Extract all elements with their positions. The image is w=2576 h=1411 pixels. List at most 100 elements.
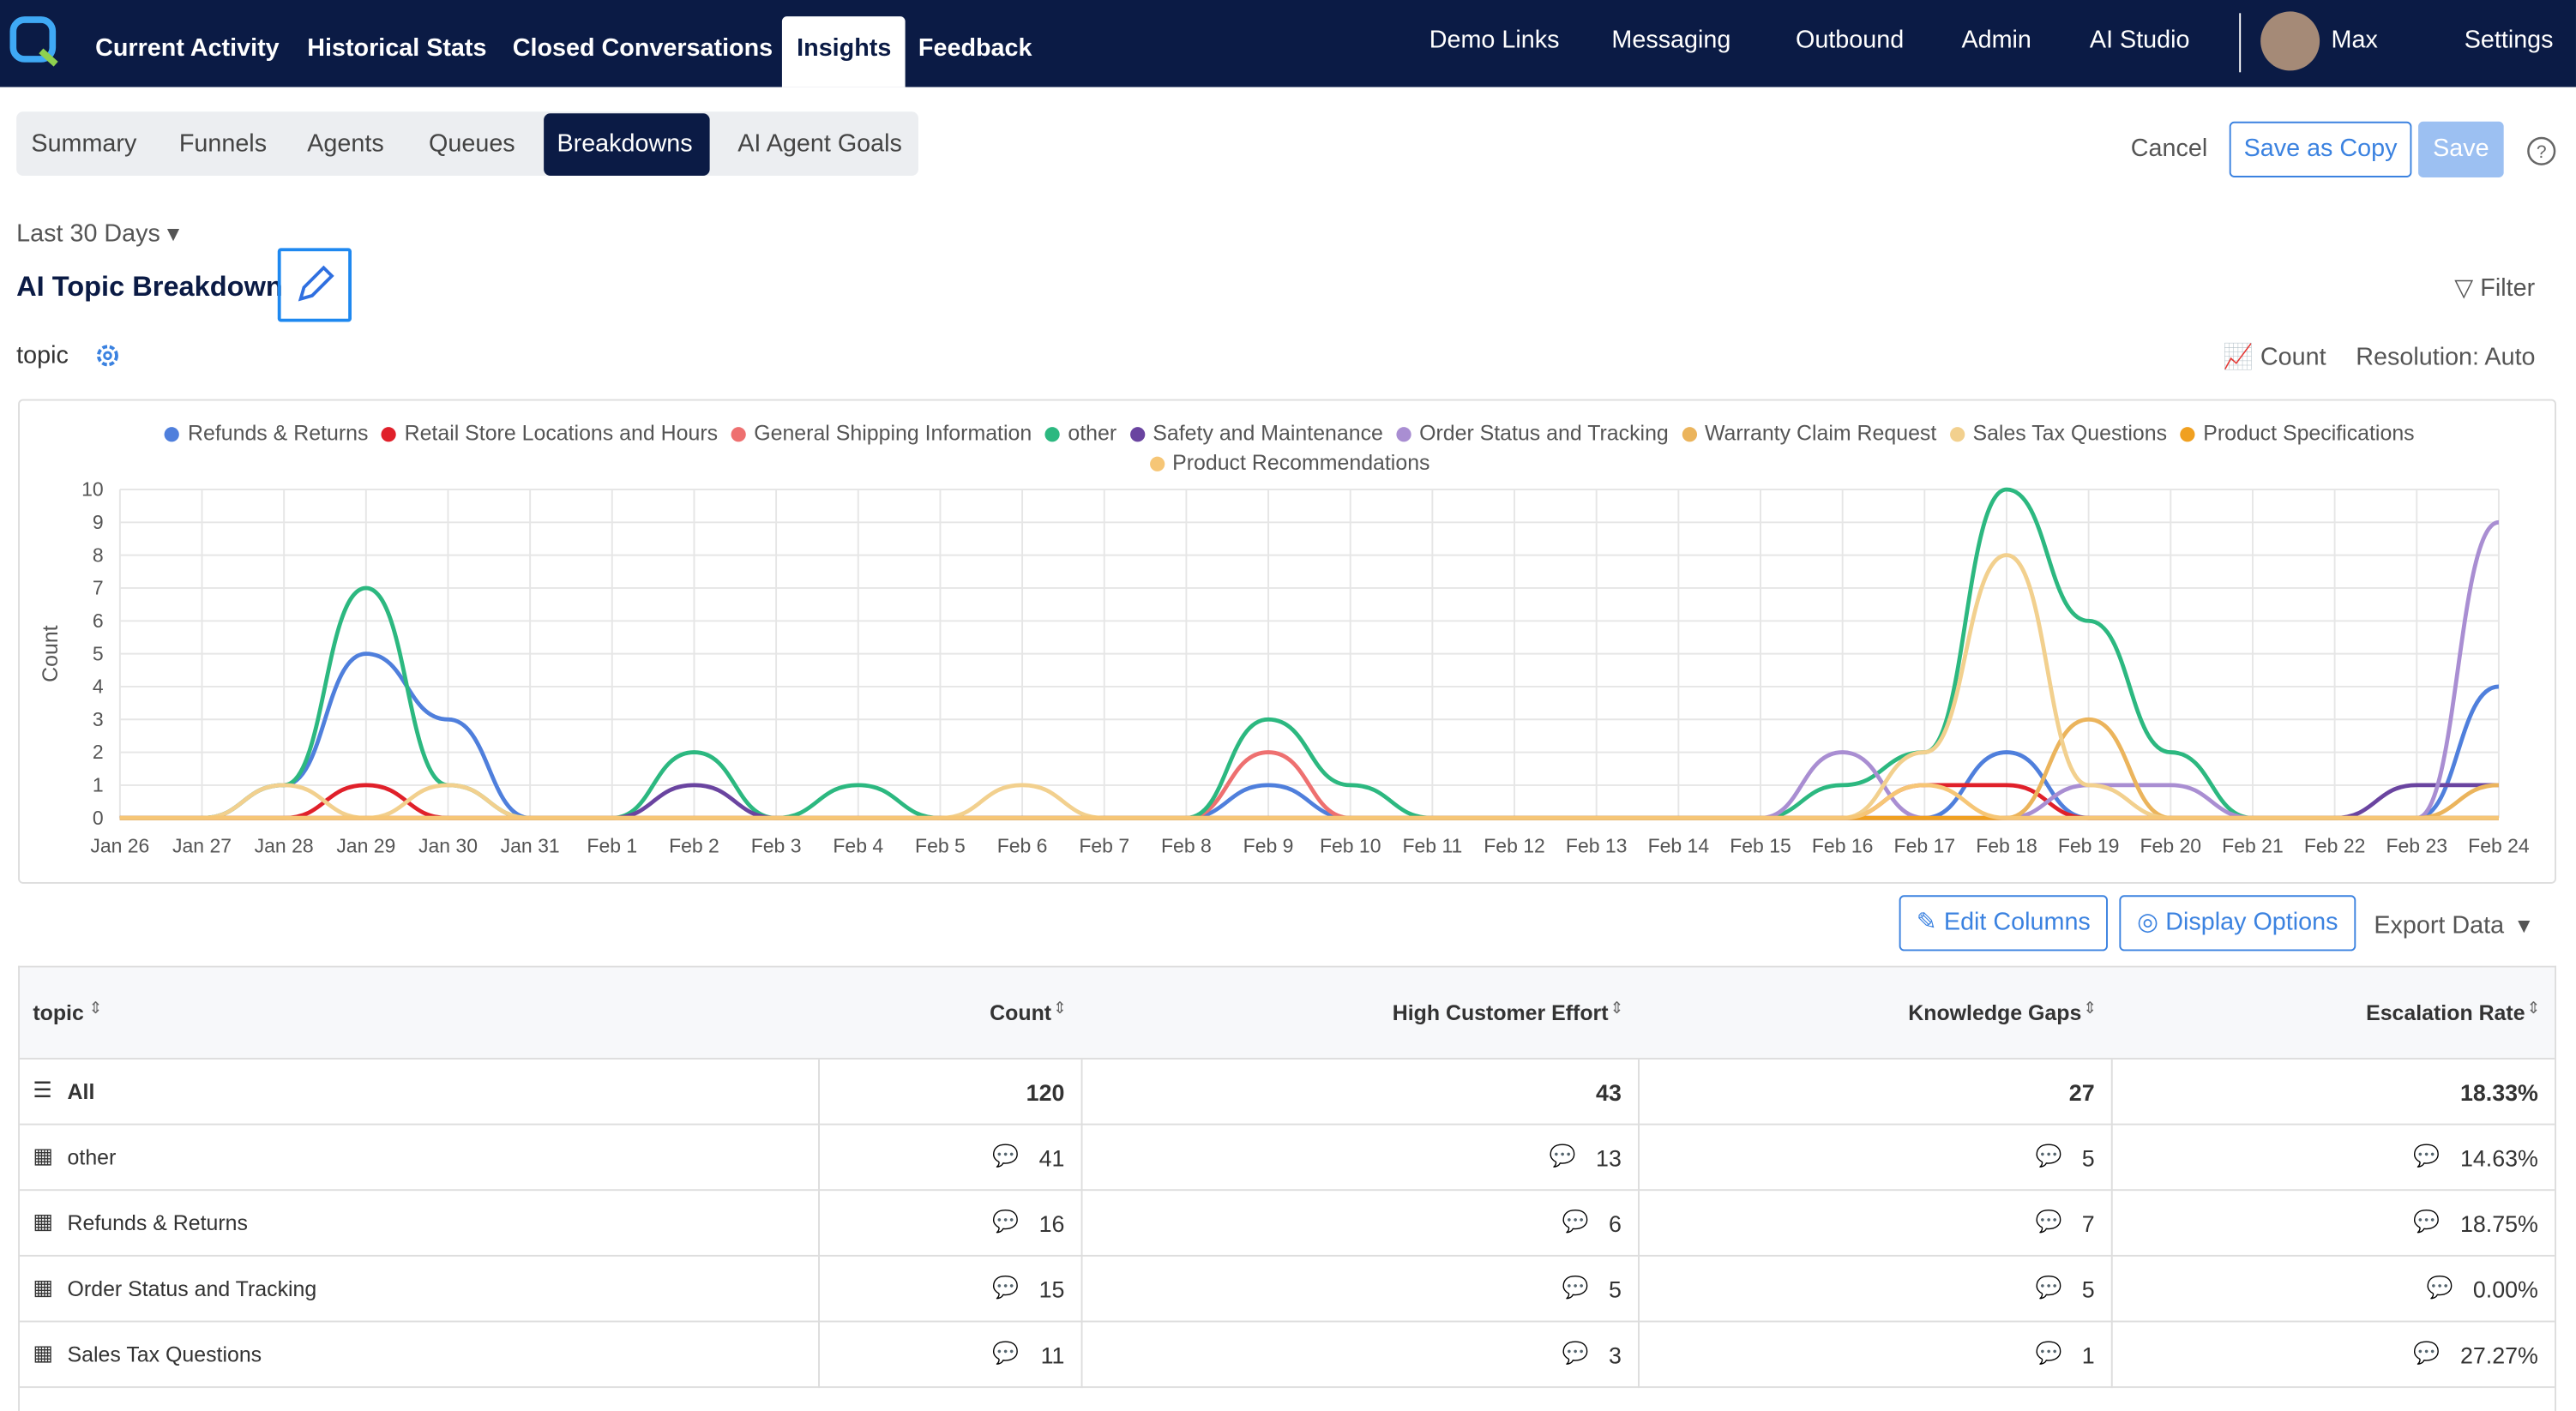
legend-item[interactable]: Safety and Maintenance <box>1129 419 1383 448</box>
chart: Count 0 1 2 3 4 5 6 7 8 9 10 Jan 26 Jan 27 Jan 28 Jan … <box>39 478 2530 857</box>
row-icon: ▦ <box>33 1143 53 1168</box>
legend-label: other <box>1068 420 1117 446</box>
row-icon: ☰ <box>33 1077 52 1102</box>
cell-divider <box>2110 1125 2113 1192</box>
export-button[interactable]: Export Data ▾ <box>2374 911 2531 940</box>
nav-link[interactable]: Outbound <box>1795 26 1905 55</box>
nav-link[interactable]: Messaging <box>1611 26 1731 55</box>
cell-divider <box>2110 1191 2113 1257</box>
column-header[interactable]: High Customer Effort <box>1392 1000 1609 1025</box>
cell-divider <box>1638 1322 1640 1389</box>
chat-icon: 💬 <box>2413 1143 2441 1168</box>
avatar <box>2260 11 2320 71</box>
x-tick-label: Feb 13 <box>1566 834 1628 856</box>
legend-item[interactable]: Order Status and Tracking <box>1396 419 1669 448</box>
x-tick-label: Feb 1 <box>587 834 637 856</box>
tab[interactable]: Queues <box>429 129 515 158</box>
legend-item[interactable]: Product Specifications <box>2180 419 2415 448</box>
legend-dot <box>731 426 746 441</box>
chat-icon: 💬 <box>992 1340 1020 1366</box>
filter-button[interactable]: ▽ Filter <box>2454 273 2536 303</box>
display-options-button[interactable]: ◎ Display Options <box>2119 895 2356 952</box>
save-button[interactable]: Save <box>2418 121 2504 177</box>
legend-label: Retail Store Locations and Hours <box>404 420 719 446</box>
tab[interactable]: AI Agent Goals <box>737 129 902 158</box>
column-header[interactable]: topic <box>33 1000 84 1025</box>
table-cell: 1 <box>2081 1342 2095 1369</box>
x-tick-label: Feb 7 <box>1079 834 1129 856</box>
settings-link[interactable]: Settings <box>2464 26 2554 55</box>
y-tick-label: 9 <box>93 511 104 533</box>
cell-divider <box>1638 1059 1640 1126</box>
chat-icon: 💬 <box>2413 1209 2441 1234</box>
legend-item[interactable]: Refunds & Returns <box>165 419 368 448</box>
nav-link[interactable]: Insights <box>797 34 892 63</box>
help-icon[interactable]: ? <box>2525 135 2558 167</box>
save-copy-button[interactable]: Save as Copy <box>2229 121 2412 177</box>
edit-title-button[interactable] <box>277 248 352 322</box>
table-cell: 27 <box>2068 1078 2095 1106</box>
cancel-button[interactable]: Cancel <box>2130 135 2208 163</box>
table-cell: 13 <box>1596 1144 1622 1172</box>
tab[interactable]: Summary <box>31 129 137 158</box>
nav-link[interactable]: Admin <box>1961 26 2031 55</box>
tab[interactable]: Agents <box>307 129 384 158</box>
cell-divider <box>1080 1125 1083 1192</box>
nav-link[interactable]: AI Studio <box>2089 26 2190 55</box>
x-tick-label: Feb 16 <box>1812 834 1874 856</box>
edit-columns-label: Edit Columns <box>1943 908 2091 937</box>
row-label[interactable]: Order Status and Tracking <box>67 1276 317 1301</box>
legend-dot <box>1044 426 1060 441</box>
x-tick-label: Feb 15 <box>1730 834 1791 856</box>
nav-link[interactable]: Current Activity <box>95 34 280 63</box>
legend-item[interactable]: other <box>1044 419 1117 448</box>
legend-dot <box>1396 426 1411 441</box>
row-label[interactable]: Refunds & Returns <box>67 1210 248 1235</box>
logo <box>9 16 58 67</box>
nav-link[interactable]: Feedback <box>918 34 1032 63</box>
column-header[interactable]: Escalation Rate <box>2366 1000 2525 1025</box>
cell-divider <box>2110 1256 2113 1323</box>
chat-icon: 💬 <box>992 1274 1020 1300</box>
tab[interactable]: Funnels <box>178 129 268 158</box>
group-settings-icon[interactable] <box>93 342 122 370</box>
date-range[interactable]: Last 30 Days ▾ <box>16 219 180 249</box>
legend-item[interactable]: Warranty Claim Request <box>1682 419 1936 448</box>
user-menu[interactable]: Max <box>2331 26 2378 55</box>
display-options-label: Display Options <box>2165 908 2338 937</box>
legend-label: Sales Tax Questions <box>1972 420 2168 446</box>
edit-columns-button[interactable]: ✎ Edit Columns <box>1899 895 2108 952</box>
column-header[interactable]: Knowledge Gaps <box>1908 1000 2082 1025</box>
column-header[interactable]: Count <box>990 1000 1052 1025</box>
chat-icon: 💬 <box>992 1209 1020 1234</box>
legend-item[interactable]: General Shipping Information <box>731 419 1032 448</box>
chat-icon: 💬 <box>2413 1340 2441 1366</box>
x-tick-label: Feb 5 <box>915 834 966 856</box>
tab-bar <box>16 111 918 177</box>
tab[interactable]: Breakdowns <box>557 129 693 158</box>
nav-link[interactable]: Demo Links <box>1429 26 1560 55</box>
nav-link[interactable]: Historical Stats <box>307 34 487 63</box>
x-tick-label: Feb 4 <box>833 834 883 856</box>
row-label[interactable]: Sales Tax Questions <box>67 1342 262 1367</box>
legend: Refunds & Returns Retail Store Locations … <box>147 419 2431 478</box>
chat-icon: 💬 <box>1562 1209 1589 1234</box>
row-label[interactable]: other <box>67 1144 117 1170</box>
nav-link[interactable]: Closed Conversations <box>512 34 773 63</box>
row-line <box>19 1254 2555 1257</box>
legend-item[interactable]: Retail Store Locations and Hours <box>381 419 719 448</box>
resolution-button[interactable]: Resolution: Auto <box>2356 343 2536 372</box>
x-tick-label: Feb 21 <box>2222 834 2284 856</box>
row-label: All <box>67 1078 95 1104</box>
chart-panel <box>18 399 2556 884</box>
filter-label: Filter <box>2480 273 2536 303</box>
x-tick-label: Jan 27 <box>172 834 232 856</box>
active-tab-bg <box>781 16 906 87</box>
cell-divider <box>818 1059 820 1126</box>
sort-icon: ⇕ <box>2526 1000 2541 1018</box>
metric-button[interactable]: 📈 Count <box>2223 343 2326 372</box>
legend-item[interactable]: Product Recommendations <box>1149 448 1430 477</box>
table-cell: 15 <box>1038 1276 1065 1303</box>
row-icon: ▦ <box>33 1209 53 1234</box>
legend-item[interactable]: Sales Tax Questions <box>1949 419 2168 448</box>
